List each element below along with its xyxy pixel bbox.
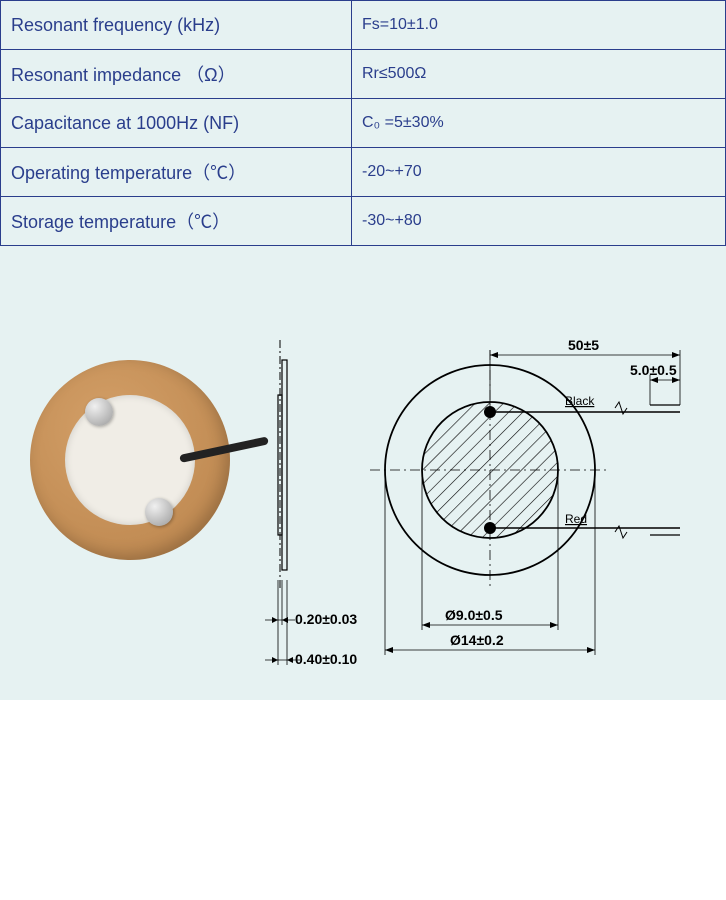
table-row: Capacitance at 1000Hz (NF) C₀ =5±30%: [1, 99, 726, 148]
dim-thin: 0.20±0.03: [295, 611, 357, 627]
piezo-photo: [30, 360, 230, 560]
dim-tin-length: 5.0±0.5: [630, 362, 677, 378]
table-row: Resonant frequency (kHz) Fs=10±1.0: [1, 1, 726, 50]
technical-drawing: Black Red 50±5 5.0±0.5 Ø9.0±0.5 Ø14±0.2: [370, 310, 720, 700]
spec-value: -30~+80: [352, 197, 726, 246]
spec-table: Resonant frequency (kHz) Fs=10±1.0 Reson…: [0, 0, 726, 246]
spec-label: Resonant impedance （Ω）: [1, 50, 352, 99]
solder-blob: [145, 498, 173, 526]
spec-value: Rr≤500Ω: [352, 50, 726, 99]
side-view-diagram: 0.20±0.03 0.40±0.10: [260, 330, 370, 700]
dim-inner-dia: Ø9.0±0.5: [445, 607, 503, 623]
spec-label: Resonant frequency (kHz): [1, 1, 352, 50]
dim-thick: 0.40±0.10: [295, 651, 357, 667]
diagram-area: 0.20±0.03 0.40±0.10 Black: [0, 310, 726, 700]
red-wire-label: Red: [565, 512, 587, 526]
spec-value: Fs=10±1.0: [352, 1, 726, 50]
dim-outer-dia: Ø14±0.2: [450, 632, 504, 648]
spec-value: C₀ =5±30%: [352, 99, 726, 148]
table-row: Operating temperature（℃） -20~+70: [1, 148, 726, 197]
solder-blob: [85, 398, 113, 426]
dim-wire-length: 50±5: [568, 337, 599, 353]
spec-label: Capacitance at 1000Hz (NF): [1, 99, 352, 148]
black-wire-label: Black: [565, 394, 595, 408]
spec-value: -20~+70: [352, 148, 726, 197]
spec-label: Operating temperature（℃）: [1, 148, 352, 197]
table-row: Storage temperature（℃） -30~+80: [1, 197, 726, 246]
spec-label: Storage temperature（℃）: [1, 197, 352, 246]
table-row: Resonant impedance （Ω） Rr≤500Ω: [1, 50, 726, 99]
